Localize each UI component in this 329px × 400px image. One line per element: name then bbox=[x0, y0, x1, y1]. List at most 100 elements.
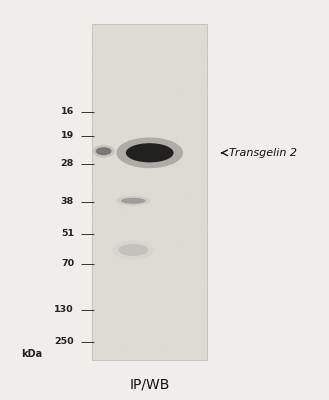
Point bbox=[112, 313, 117, 320]
Point bbox=[188, 279, 193, 285]
Point bbox=[95, 331, 101, 338]
Point bbox=[109, 129, 114, 136]
Point bbox=[189, 115, 194, 122]
Point bbox=[166, 366, 172, 372]
Point bbox=[103, 102, 108, 108]
Point bbox=[97, 76, 102, 83]
Point bbox=[119, 210, 124, 216]
Point bbox=[152, 353, 158, 360]
Point bbox=[175, 274, 180, 281]
Point bbox=[98, 82, 104, 88]
Point bbox=[170, 262, 176, 268]
Point bbox=[177, 324, 182, 330]
Point bbox=[119, 118, 125, 124]
Point bbox=[189, 263, 194, 269]
Point bbox=[173, 346, 178, 352]
Text: 51: 51 bbox=[61, 230, 74, 238]
Point bbox=[159, 82, 164, 88]
Point bbox=[92, 160, 98, 166]
Point bbox=[178, 239, 184, 245]
Point bbox=[149, 150, 154, 156]
Point bbox=[182, 80, 188, 86]
Point bbox=[90, 167, 95, 173]
Point bbox=[134, 298, 139, 305]
Point bbox=[130, 358, 135, 364]
Point bbox=[187, 351, 192, 357]
Point bbox=[139, 122, 145, 129]
Point bbox=[176, 244, 182, 250]
Point bbox=[102, 294, 107, 301]
Point bbox=[123, 104, 128, 111]
Point bbox=[119, 110, 124, 116]
Point bbox=[100, 148, 105, 154]
Point bbox=[144, 97, 150, 104]
Point bbox=[98, 356, 103, 363]
Point bbox=[98, 74, 103, 80]
Point bbox=[195, 78, 201, 85]
Point bbox=[146, 131, 151, 138]
Point bbox=[198, 313, 204, 319]
Point bbox=[97, 176, 102, 182]
Point bbox=[196, 229, 201, 236]
Point bbox=[180, 160, 185, 166]
Point bbox=[146, 184, 152, 190]
Point bbox=[95, 349, 100, 355]
Point bbox=[179, 217, 184, 223]
Point bbox=[96, 187, 101, 193]
Point bbox=[154, 323, 159, 329]
Point bbox=[146, 280, 151, 286]
Point bbox=[169, 240, 175, 246]
Point bbox=[124, 168, 129, 174]
Point bbox=[199, 70, 205, 76]
Point bbox=[173, 312, 178, 318]
Point bbox=[151, 299, 156, 306]
Point bbox=[156, 314, 161, 321]
Point bbox=[177, 114, 183, 120]
Point bbox=[120, 360, 125, 366]
Point bbox=[114, 183, 120, 189]
Point bbox=[113, 47, 118, 53]
Point bbox=[99, 336, 104, 342]
Point bbox=[186, 74, 191, 81]
Point bbox=[113, 283, 118, 290]
Point bbox=[201, 347, 207, 354]
Point bbox=[151, 66, 156, 72]
Point bbox=[192, 129, 197, 136]
Point bbox=[151, 109, 157, 116]
Point bbox=[164, 305, 169, 311]
Point bbox=[151, 350, 156, 356]
Point bbox=[95, 84, 101, 91]
Point bbox=[168, 119, 174, 126]
Point bbox=[132, 350, 138, 357]
Point bbox=[162, 245, 167, 252]
Point bbox=[164, 266, 169, 272]
Point bbox=[179, 308, 184, 315]
Point bbox=[132, 90, 137, 96]
Point bbox=[139, 130, 145, 136]
Point bbox=[114, 251, 119, 258]
Point bbox=[191, 110, 196, 117]
Point bbox=[134, 273, 139, 279]
Point bbox=[91, 342, 97, 348]
Point bbox=[151, 316, 156, 322]
Point bbox=[171, 178, 176, 184]
Point bbox=[178, 82, 183, 88]
Point bbox=[125, 62, 130, 68]
Point bbox=[134, 310, 139, 316]
Point bbox=[116, 65, 122, 71]
Point bbox=[179, 198, 185, 205]
Point bbox=[180, 282, 185, 288]
Point bbox=[147, 301, 153, 308]
Point bbox=[100, 264, 106, 270]
Point bbox=[199, 94, 205, 100]
Point bbox=[177, 177, 182, 184]
Point bbox=[146, 219, 151, 225]
Point bbox=[108, 334, 113, 340]
Point bbox=[173, 124, 178, 131]
Point bbox=[98, 190, 103, 196]
Point bbox=[149, 127, 155, 133]
Point bbox=[199, 177, 204, 184]
Point bbox=[127, 89, 132, 95]
Point bbox=[95, 239, 100, 245]
Point bbox=[201, 152, 207, 159]
